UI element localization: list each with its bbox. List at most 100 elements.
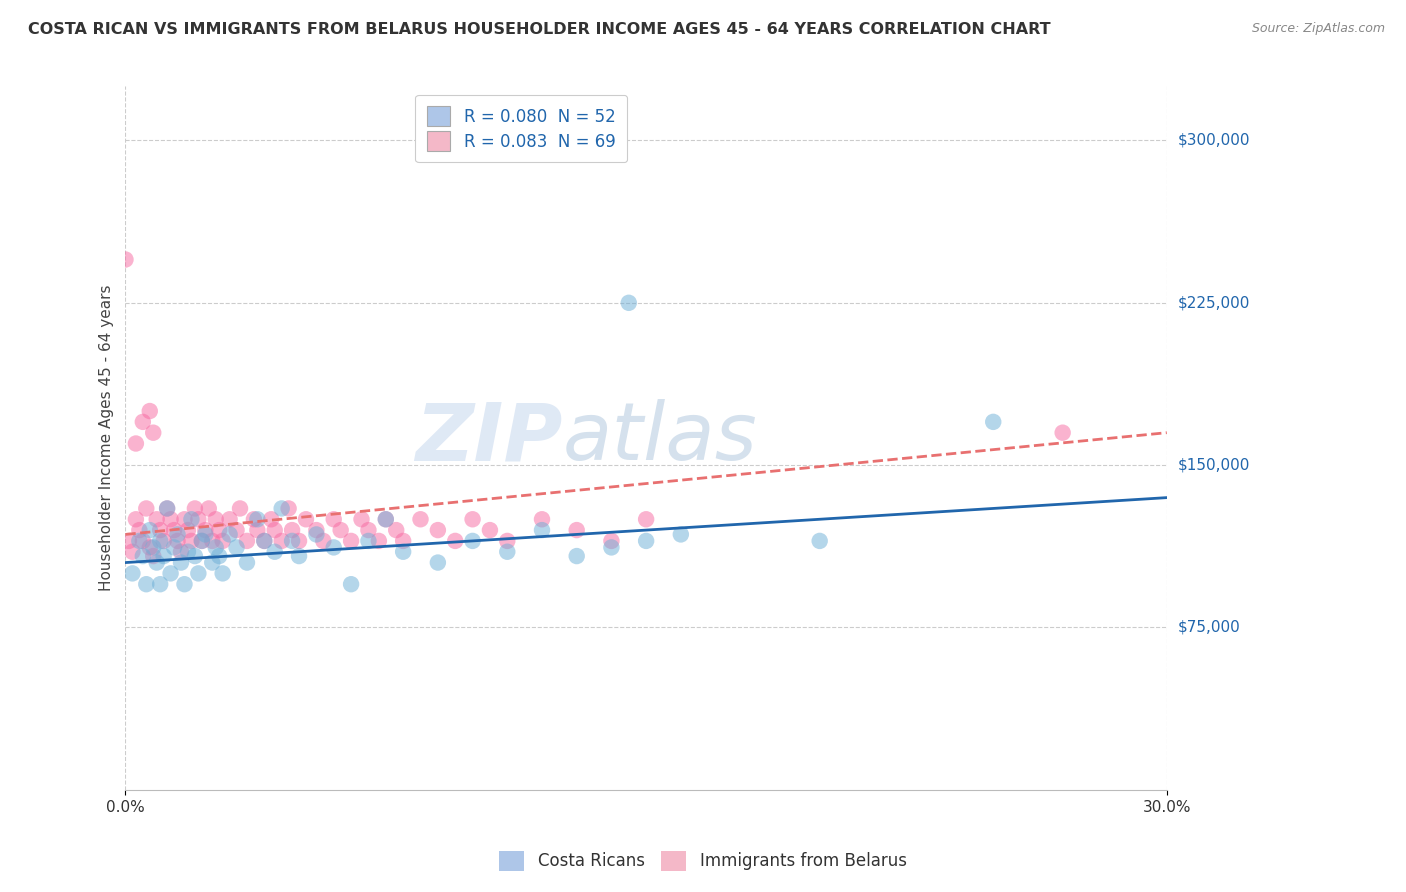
Point	[461, 533, 484, 548]
Text: ZIP: ZIP	[415, 399, 562, 477]
Point	[236, 533, 259, 548]
Point	[263, 523, 285, 537]
Point	[305, 527, 328, 541]
Point	[173, 577, 195, 591]
Point	[263, 545, 285, 559]
Point	[277, 501, 299, 516]
Point	[139, 541, 162, 555]
Point	[187, 512, 209, 526]
Point	[305, 523, 328, 537]
Point	[187, 566, 209, 581]
Point	[478, 523, 501, 537]
Point	[340, 577, 363, 591]
Point	[617, 295, 640, 310]
Point	[270, 501, 292, 516]
Text: Source: ZipAtlas.com: Source: ZipAtlas.com	[1251, 22, 1385, 36]
Point	[114, 252, 136, 267]
Point	[152, 549, 174, 563]
Point	[426, 556, 449, 570]
Text: $225,000: $225,000	[1178, 295, 1250, 310]
Point	[201, 533, 224, 548]
Point	[166, 527, 188, 541]
Point	[208, 549, 231, 563]
Point	[357, 523, 380, 537]
Point	[149, 577, 172, 591]
Point	[565, 523, 588, 537]
Point	[426, 523, 449, 537]
Text: $75,000: $75,000	[1178, 620, 1240, 635]
Legend: Costa Ricans, Immigrants from Belarus: Costa Ricans, Immigrants from Belarus	[491, 842, 915, 880]
Point	[135, 501, 157, 516]
Point	[149, 533, 172, 548]
Point	[636, 533, 658, 548]
Point	[636, 512, 658, 526]
Point	[211, 533, 233, 548]
Point	[132, 415, 155, 429]
Point	[350, 512, 373, 526]
Point	[201, 556, 224, 570]
Point	[145, 512, 167, 526]
Point	[496, 545, 519, 559]
Point	[295, 512, 318, 526]
Point	[163, 541, 186, 555]
Point	[270, 533, 292, 548]
Point	[288, 549, 311, 563]
Point	[530, 512, 553, 526]
Point	[170, 545, 193, 559]
Point	[142, 541, 165, 555]
Point	[392, 533, 415, 548]
Point	[288, 533, 311, 548]
Point	[170, 556, 193, 570]
Point	[374, 512, 396, 526]
Point	[322, 541, 344, 555]
Point	[125, 436, 148, 450]
Text: atlas: atlas	[562, 399, 758, 477]
Point	[211, 566, 233, 581]
Point	[121, 566, 143, 581]
Point	[281, 523, 304, 537]
Point	[243, 512, 266, 526]
Point	[191, 533, 214, 548]
Point	[385, 523, 408, 537]
Point	[177, 523, 200, 537]
Point	[132, 549, 155, 563]
Point	[260, 512, 283, 526]
Point	[177, 545, 200, 559]
Point	[135, 577, 157, 591]
Point	[173, 512, 195, 526]
Point	[225, 541, 247, 555]
Point	[374, 512, 396, 526]
Point	[496, 533, 519, 548]
Point	[281, 533, 304, 548]
Point	[392, 545, 415, 559]
Point	[409, 512, 432, 526]
Text: $150,000: $150,000	[1178, 458, 1250, 473]
Point	[1052, 425, 1074, 440]
Point	[236, 556, 259, 570]
Point	[312, 533, 335, 548]
Point	[191, 533, 214, 548]
Point	[125, 512, 148, 526]
Point	[246, 523, 269, 537]
Point	[600, 541, 623, 555]
Point	[159, 512, 181, 526]
Point	[253, 533, 276, 548]
Point	[128, 523, 150, 537]
Point	[329, 523, 352, 537]
Point	[163, 523, 186, 537]
Point	[204, 512, 226, 526]
Point	[156, 501, 179, 516]
Point	[218, 527, 240, 541]
Point	[600, 533, 623, 548]
Point	[152, 533, 174, 548]
Point	[142, 425, 165, 440]
Point	[142, 549, 165, 563]
Point	[340, 533, 363, 548]
Point	[229, 501, 252, 516]
Point	[194, 527, 217, 541]
Point	[166, 533, 188, 548]
Point	[246, 512, 269, 526]
Point	[197, 501, 219, 516]
Point	[367, 533, 389, 548]
Point	[121, 545, 143, 559]
